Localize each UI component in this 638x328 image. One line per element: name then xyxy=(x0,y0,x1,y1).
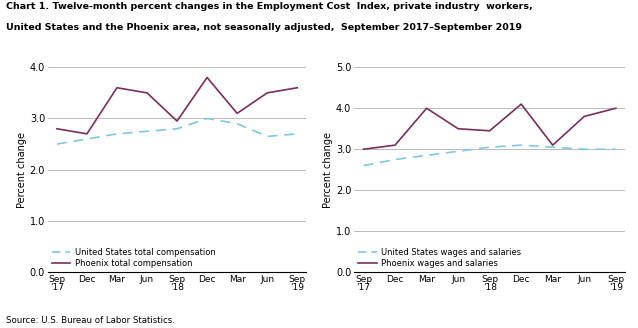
Y-axis label: Percent change: Percent change xyxy=(17,132,27,208)
Text: Chart 1. Twelve-month percent changes in the Employment Cost  Index, private ind: Chart 1. Twelve-month percent changes in… xyxy=(6,2,533,10)
Legend: United States wages and salaries, Phoenix wages and salaries: United States wages and salaries, Phoeni… xyxy=(359,248,521,268)
Text: Source: U.S. Bureau of Labor Statistics.: Source: U.S. Bureau of Labor Statistics. xyxy=(6,316,175,325)
Y-axis label: Percent change: Percent change xyxy=(323,132,333,208)
Text: United States and the Phoenix area, not seasonally adjusted,  September 2017–Sep: United States and the Phoenix area, not … xyxy=(6,23,523,32)
Legend: United States total compensation, Phoenix total compensation: United States total compensation, Phoeni… xyxy=(52,248,215,268)
